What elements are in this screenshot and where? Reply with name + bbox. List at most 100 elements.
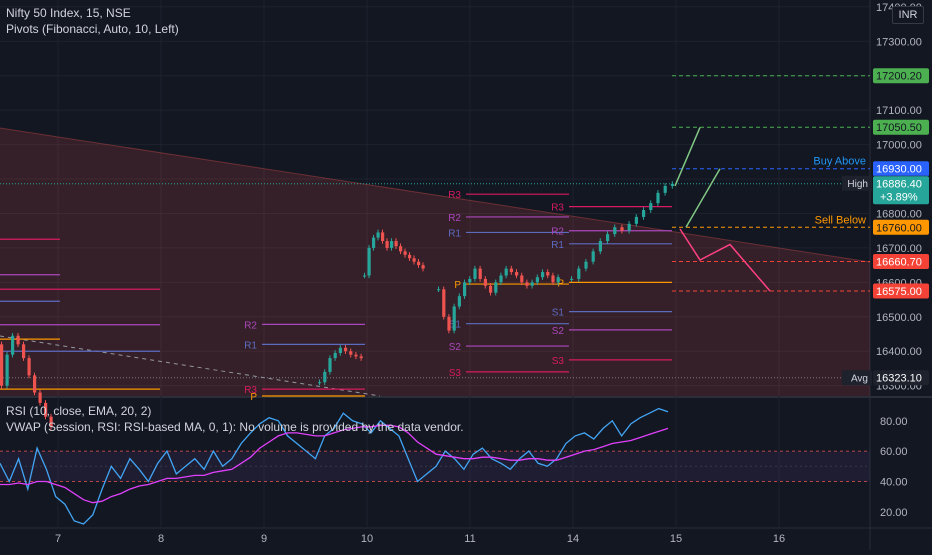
pivot-label: R1: [244, 340, 257, 351]
vwap-legend[interactable]: VWAP (Session, RSI: RSI-based MA, 0, 1):…: [6, 420, 464, 434]
candle: [463, 282, 467, 297]
pivot-label: P: [250, 392, 257, 403]
pivot-label: R3: [551, 203, 564, 214]
candle: [483, 278, 487, 286]
price-label-text: 16323.10: [876, 373, 922, 385]
candle: [577, 268, 581, 279]
pivot-label: R2: [448, 213, 461, 224]
candle: [509, 268, 513, 273]
price-label-text: 16660.70: [876, 256, 922, 268]
candle: [5, 354, 9, 386]
candle: [613, 227, 617, 235]
candle: [656, 192, 660, 204]
candle: [344, 347, 348, 352]
price-label-box: [873, 370, 929, 386]
candle: [535, 277, 539, 283]
candle: [333, 352, 337, 359]
y-tick-label: 16800.00: [876, 208, 922, 220]
rsi-ma-line: [0, 424, 669, 504]
green-projection-arrow: [685, 168, 721, 228]
candle: [349, 351, 353, 355]
annotation-text: Sell Below: [815, 214, 866, 226]
annotation-text: Buy Above: [813, 156, 866, 168]
price-label-box: [873, 176, 929, 205]
price-change-text: +3.89%: [880, 192, 918, 204]
candle: [399, 246, 403, 252]
price-label-box: [873, 161, 929, 177]
currency-badge[interactable]: INR: [892, 6, 924, 24]
tag-box: [842, 175, 872, 191]
y-tick-label: 17000.00: [876, 140, 922, 152]
candle: [33, 375, 37, 393]
candle: [0, 344, 4, 386]
red-projection-arrow: [679, 228, 771, 292]
candle: [359, 356, 363, 359]
candle: [457, 296, 461, 307]
candle: [385, 241, 389, 248]
pivot-label: R2: [244, 320, 257, 331]
trendline-upper: [0, 127, 871, 263]
pivot-label: P: [454, 280, 461, 291]
pivot-label: R2: [551, 227, 564, 238]
pivot-label: S1: [552, 308, 565, 319]
candle: [649, 203, 653, 211]
rsi-y-tick-label: 40.00: [880, 476, 908, 488]
pivot-label: R3: [448, 190, 461, 201]
x-tick-label: 15: [670, 533, 682, 545]
tag-text: Avg: [851, 374, 868, 385]
candle: [442, 289, 446, 317]
rsi-y-tick-label: 80.00: [880, 416, 908, 428]
candle: [489, 285, 493, 293]
candle: [606, 234, 610, 242]
pivots-title: Pivots (Fibonacci, Auto, 10, Left): [6, 22, 179, 36]
candle: [546, 272, 550, 276]
candle: [570, 278, 574, 280]
pivot-label: S3: [552, 356, 565, 367]
vwap-title: VWAP (Session, RSI: RSI-based MA, 0, 1):…: [6, 420, 464, 434]
candle: [354, 354, 358, 357]
x-tick-label: 11: [464, 533, 475, 545]
candle: [408, 254, 412, 259]
x-tick-label: 9: [261, 533, 267, 545]
pivots-legend[interactable]: Pivots (Fibonacci, Auto, 10, Left): [6, 22, 179, 36]
candle: [473, 268, 477, 279]
pivot-label: R3: [244, 385, 257, 396]
rsi-legend[interactable]: RSI (10, close, EMA, 20, 2): [6, 404, 151, 418]
candle: [403, 251, 407, 255]
tag-text: High: [847, 179, 868, 190]
symbol-legend[interactable]: Nifty 50 Index, 15, NSE: [6, 6, 131, 20]
candle: [412, 258, 416, 262]
candle: [584, 261, 588, 269]
pivot-label: S2: [449, 342, 462, 353]
candle: [494, 282, 498, 293]
rsi-title: RSI (10, close, EMA, 20, 2): [6, 404, 152, 418]
candle: [520, 275, 524, 283]
price-label-box: [873, 283, 929, 299]
candle: [372, 237, 376, 248]
candle: [478, 268, 482, 279]
price-label-text: 16575.00: [876, 286, 922, 298]
candle: [515, 272, 519, 276]
triangle-zone: [0, 128, 870, 396]
candle: [376, 232, 380, 238]
price-label-text: 16886.40: [876, 179, 922, 191]
candle: [663, 185, 667, 193]
pivot-label: R1: [551, 240, 564, 251]
x-tick-label: 8: [158, 533, 164, 545]
price-label-box: [873, 119, 929, 135]
tag-box: [842, 370, 872, 386]
candle: [323, 371, 327, 383]
candle: [44, 402, 48, 417]
candle: [447, 316, 451, 331]
candle: [318, 382, 322, 384]
candle: [367, 247, 371, 276]
candle: [38, 392, 42, 403]
candle: [421, 265, 425, 269]
candle: [620, 227, 624, 231]
rsi-y-tick-label: 20.00: [880, 507, 908, 519]
candle: [504, 268, 508, 276]
trendline-dashed: [0, 335, 381, 397]
candle: [16, 335, 20, 345]
